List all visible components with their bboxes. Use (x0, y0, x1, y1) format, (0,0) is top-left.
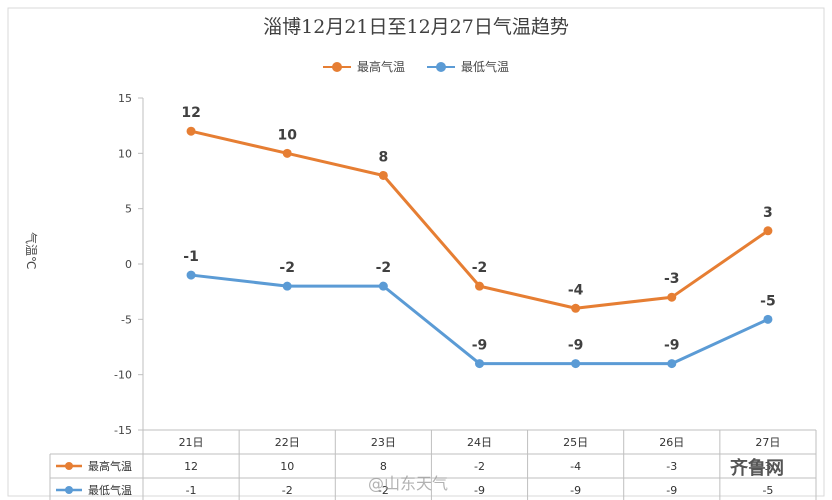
data-point-1 (763, 314, 773, 324)
brand-logo: 齐鲁网 (730, 458, 784, 479)
chart-title: 淄博12月21日至12月27日气温趋势 (263, 16, 569, 38)
data-label-0: -4 (568, 282, 584, 298)
watermark: @山东天气 (368, 474, 449, 493)
table-cell-0: 12 (184, 460, 198, 473)
table-cell-1: -1 (186, 484, 197, 497)
data-label-1: -9 (664, 338, 680, 354)
table-cell-1: -2 (282, 484, 293, 497)
table-cell-0: 10 (280, 460, 294, 473)
table-cell-1: -2 (378, 484, 389, 497)
data-label-0: -3 (664, 271, 680, 287)
data-point-0 (475, 281, 484, 291)
legend-label-low: 最低气温 (461, 60, 510, 74)
y-tick-label: -5 (121, 313, 132, 326)
table-cell-1: -9 (570, 484, 581, 497)
legend-swatch-high (322, 61, 351, 72)
x-tick-label: 25日 (563, 436, 588, 449)
x-tick-label: 24日 (467, 436, 492, 449)
data-point-1 (282, 281, 292, 291)
table-row-label-0: 最高气温 (88, 459, 132, 473)
data-label-1: -9 (568, 338, 584, 354)
data-label-1: -2 (279, 260, 295, 276)
data-label-0: 8 (378, 149, 388, 165)
y-tick-label: -10 (114, 369, 132, 382)
x-tick-label: 22日 (275, 436, 300, 449)
data-point-0 (186, 126, 196, 136)
data-label-0: 12 (181, 105, 200, 121)
y-tick-label: -15 (114, 424, 132, 437)
data-label-1: -1 (183, 249, 199, 265)
table-cell-1: -9 (666, 484, 677, 497)
table-row-label-1: 最低气温 (88, 483, 132, 497)
x-tick-label: 21日 (179, 436, 204, 449)
data-point-1 (571, 359, 581, 369)
legend-label-high: 最高气温 (356, 60, 405, 74)
y-tick-label: 5 (125, 203, 132, 216)
data-point-0 (667, 292, 677, 302)
data-point-1 (475, 359, 484, 369)
data-label-1: -5 (760, 293, 776, 309)
data-label-0: 10 (277, 127, 297, 143)
x-tick-label: 23日 (371, 436, 396, 449)
legend-item-high: 最高气温 (322, 58, 405, 75)
table-key-marker-1 (65, 486, 73, 494)
legend-item-low: 最低气温 (427, 58, 509, 75)
data-label-0: -2 (472, 260, 488, 276)
chart-border (7, 7, 825, 497)
x-tick-label: 27日 (755, 436, 780, 449)
table-cell-0: 8 (380, 460, 387, 473)
data-label-1: -2 (376, 260, 392, 276)
y-tick-label: 10 (118, 147, 132, 160)
table-key-marker-0 (65, 462, 73, 470)
table-cell-1: -9 (474, 484, 485, 497)
data-point-0 (282, 148, 292, 158)
data-point-1 (186, 270, 196, 280)
legend-swatch-low (427, 61, 455, 72)
y-tick-label: 15 (118, 92, 132, 105)
table-cell-0: -3 (666, 460, 677, 473)
data-point-0 (571, 303, 581, 313)
table-cell-0: -2 (474, 460, 485, 473)
y-tick-label: 0 (125, 258, 132, 271)
data-point-0 (763, 226, 773, 236)
table-cell-0: 3 (764, 460, 771, 473)
table-cell-1: -5 (762, 484, 773, 497)
data-point-0 (378, 170, 388, 180)
table-cell-0: -4 (570, 460, 581, 473)
chart-legend: 最高气温 最低气温 (0, 58, 832, 75)
data-label-1: -9 (472, 338, 488, 354)
x-tick-label: 26日 (659, 436, 684, 449)
data-point-1 (667, 359, 677, 369)
data-point-1 (378, 281, 388, 291)
data-label-0: 3 (763, 205, 773, 221)
